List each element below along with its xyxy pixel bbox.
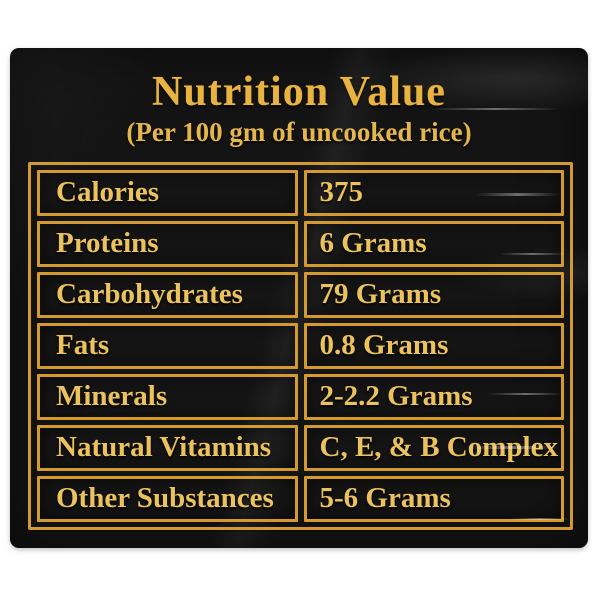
table-row: Calories 375 <box>37 170 564 216</box>
sheen-streak <box>475 193 560 196</box>
nutrient-name: Fats <box>37 323 298 369</box>
table-row: Proteins 6 Grams <box>37 221 564 267</box>
nutrient-name: Carbohydrates <box>37 272 298 318</box>
sheen-streak <box>430 108 560 110</box>
table-row: Fats 0.8 Grams <box>37 323 564 369</box>
table-row: Minerals 2-2.2 Grams <box>37 374 564 420</box>
nutrient-value: 2-2.2 Grams <box>303 374 564 420</box>
label-title: Nutrition Value <box>152 69 446 115</box>
label-subtitle: (Per 100 gm of uncooked rice) <box>126 117 472 147</box>
nutrient-value: 5-6 Grams <box>303 476 564 522</box>
nutrition-table: Calories 375 Proteins 6 Grams Carbohydra… <box>31 165 570 527</box>
nutrient-name: Other Substances <box>37 476 298 522</box>
table-row: Other Substances 5-6 Grams <box>37 476 564 522</box>
nutrient-value: 79 Grams <box>303 272 564 318</box>
nutrition-table-frame: Calories 375 Proteins 6 Grams Carbohydra… <box>28 162 573 530</box>
sheen-streak <box>488 393 563 395</box>
sheen-streak <box>465 446 560 449</box>
nutrient-name: Proteins <box>37 221 298 267</box>
table-row: Natural Vitamins C, E, & B Complex <box>37 425 564 471</box>
nutrient-value: 0.8 Grams <box>303 323 564 369</box>
nutrient-value: 375 <box>303 170 564 216</box>
nutrient-name: Natural Vitamins <box>37 425 298 471</box>
sheen-streak <box>500 253 565 255</box>
table-row: Carbohydrates 79 Grams <box>37 272 564 318</box>
sheen-streak <box>510 518 570 520</box>
nutrient-name: Minerals <box>37 374 298 420</box>
nutrient-value: C, E, & B Complex <box>303 425 564 471</box>
nutrient-name: Calories <box>37 170 298 216</box>
package-label: Nutrition Value (Per 100 gm of uncooked … <box>10 48 588 548</box>
nutrient-value: 6 Grams <box>303 221 564 267</box>
